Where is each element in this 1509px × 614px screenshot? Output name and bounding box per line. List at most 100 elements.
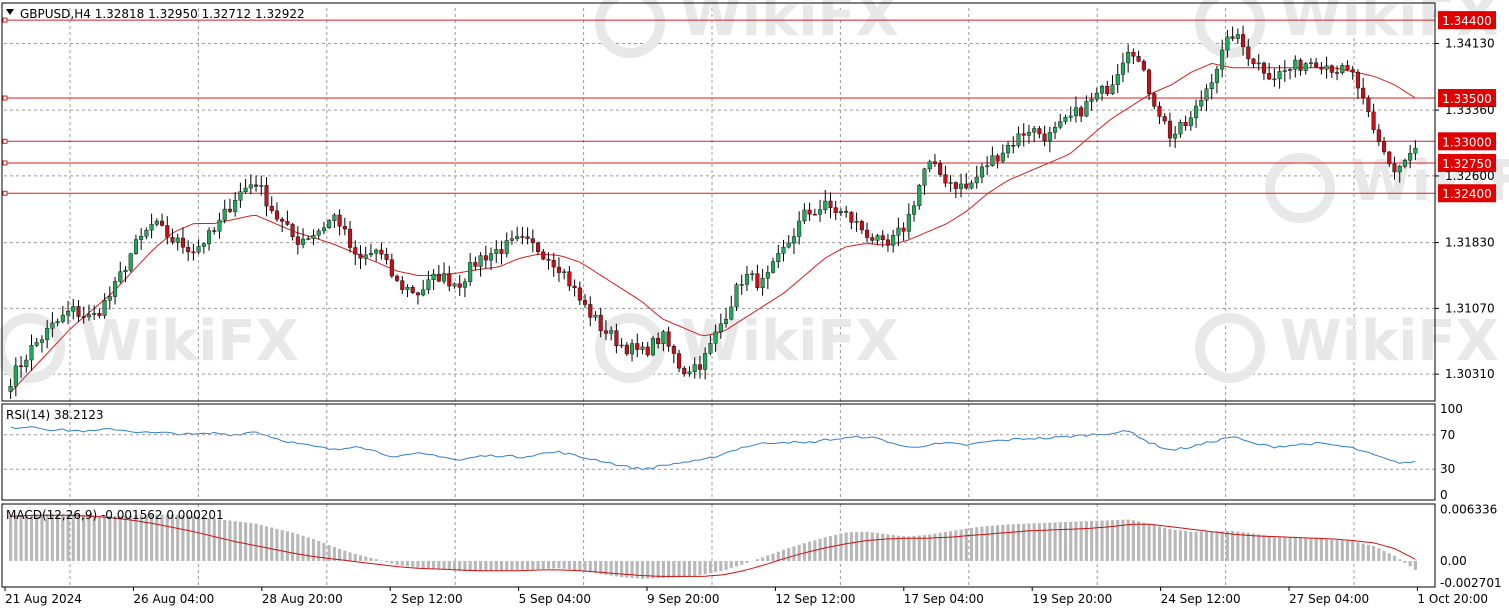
candle-bear: [603, 330, 608, 334]
candle-bull: [50, 322, 55, 329]
candle-bull: [922, 168, 927, 186]
watermark-logo: [1195, 313, 1265, 383]
header-layer: GBPUSD,H4 1.32818 1.32950 1.32712 1.3292…: [6, 7, 305, 522]
candle-bull: [739, 284, 744, 286]
candle-bear: [76, 306, 81, 317]
candle-bear: [755, 273, 760, 288]
candle-bear: [697, 364, 702, 370]
candle-bear: [1162, 116, 1167, 122]
candle-bull: [927, 161, 932, 170]
candle-bull: [1178, 122, 1183, 135]
candle-bear: [828, 200, 833, 208]
candle-bear: [964, 183, 969, 189]
candle-bull: [974, 176, 979, 184]
moving-average-line: [10, 62, 1416, 393]
candle-bear: [274, 210, 279, 220]
candle-bear: [19, 365, 24, 367]
price-tick-label: 1.30310: [1445, 367, 1495, 381]
candle-bull: [1173, 133, 1178, 139]
candle-bull: [1188, 117, 1193, 126]
candle-bull: [1120, 62, 1125, 75]
candle-bull: [948, 182, 953, 184]
candle-bear: [901, 227, 906, 232]
candle-bear: [546, 258, 551, 261]
candle-bull: [1199, 99, 1204, 107]
candle-bear: [1350, 69, 1355, 73]
level-handle: [2, 138, 8, 144]
candle-bear: [551, 260, 556, 268]
candle-bull: [494, 249, 499, 254]
candle-bear: [1021, 133, 1026, 136]
candle-bear: [1011, 144, 1016, 147]
candle-bear: [389, 259, 394, 277]
candle-bull: [1277, 71, 1282, 80]
candle-bear: [598, 314, 603, 331]
candle-bull: [692, 364, 697, 372]
candle-bull: [39, 339, 44, 343]
candle-bull: [113, 281, 118, 297]
candle-bear: [870, 237, 875, 241]
candle-bear: [614, 330, 619, 346]
pane-frame: [1, 503, 1436, 588]
price-tick-label: 1.31070: [1445, 301, 1495, 315]
rsi-tick-label: 30: [1440, 462, 1455, 476]
candle-bear: [865, 229, 870, 238]
candle-bear: [290, 224, 295, 237]
candle-bear: [849, 212, 854, 223]
candle-bear: [1267, 73, 1272, 80]
candle-bear: [264, 185, 269, 207]
candle-bear: [1319, 66, 1324, 70]
candle-bull: [562, 271, 567, 273]
candle-bull: [468, 262, 473, 282]
candle-bear: [285, 221, 290, 225]
candle-bear: [1371, 111, 1376, 130]
watermark-logo: [1195, 0, 1265, 58]
frame-layer: [1, 2, 1436, 588]
candle-bull: [979, 166, 984, 178]
candle-bull: [8, 386, 13, 392]
watermark-logo: [0, 313, 65, 383]
candle-bull: [1288, 69, 1293, 71]
candle-bear: [1366, 97, 1371, 113]
candle-bear: [457, 283, 462, 288]
candle-bull: [71, 306, 76, 312]
collapse-triangle-icon[interactable]: [6, 9, 14, 15]
candle-bull: [1235, 34, 1240, 39]
candle-bear: [227, 208, 232, 212]
candle-bull: [791, 236, 796, 244]
candle-bull: [321, 227, 326, 232]
candle-bear: [483, 255, 488, 261]
candle-bull: [1000, 152, 1005, 162]
time-tick-label: 26 Aug 04:00: [133, 592, 214, 606]
candle-bull: [426, 279, 431, 290]
candle-bull: [34, 342, 39, 346]
candle-bull: [243, 187, 248, 192]
candle-bull: [1194, 105, 1199, 118]
watermark-logo: [1265, 153, 1335, 223]
candle-bull: [301, 238, 306, 245]
level-handle: [2, 17, 8, 23]
candle-bull: [327, 220, 332, 228]
candle-bull: [24, 359, 29, 367]
candle-bull: [630, 343, 635, 355]
candle-bear: [1105, 86, 1110, 94]
candle-bear: [384, 254, 389, 260]
candle-bull: [1026, 131, 1031, 136]
candle-bear: [1387, 151, 1392, 165]
candle-bull: [233, 199, 238, 212]
pane-frame: [1, 2, 1436, 402]
level-tag-label: 1.34400: [1442, 14, 1492, 28]
candle-bull: [609, 330, 614, 334]
candle-bull: [60, 314, 65, 322]
candle-bull: [217, 219, 222, 232]
candle-bull: [640, 346, 645, 350]
candle-bull: [1308, 62, 1313, 64]
candle-bull: [1340, 65, 1345, 73]
candle-bull: [1058, 121, 1063, 128]
rsi-layer: [4, 426, 1435, 471]
candle-bull: [139, 235, 144, 240]
candle-bear: [395, 275, 400, 281]
candle-bull: [431, 273, 436, 280]
candle-bear: [1079, 107, 1084, 117]
candle-bull: [797, 220, 802, 237]
